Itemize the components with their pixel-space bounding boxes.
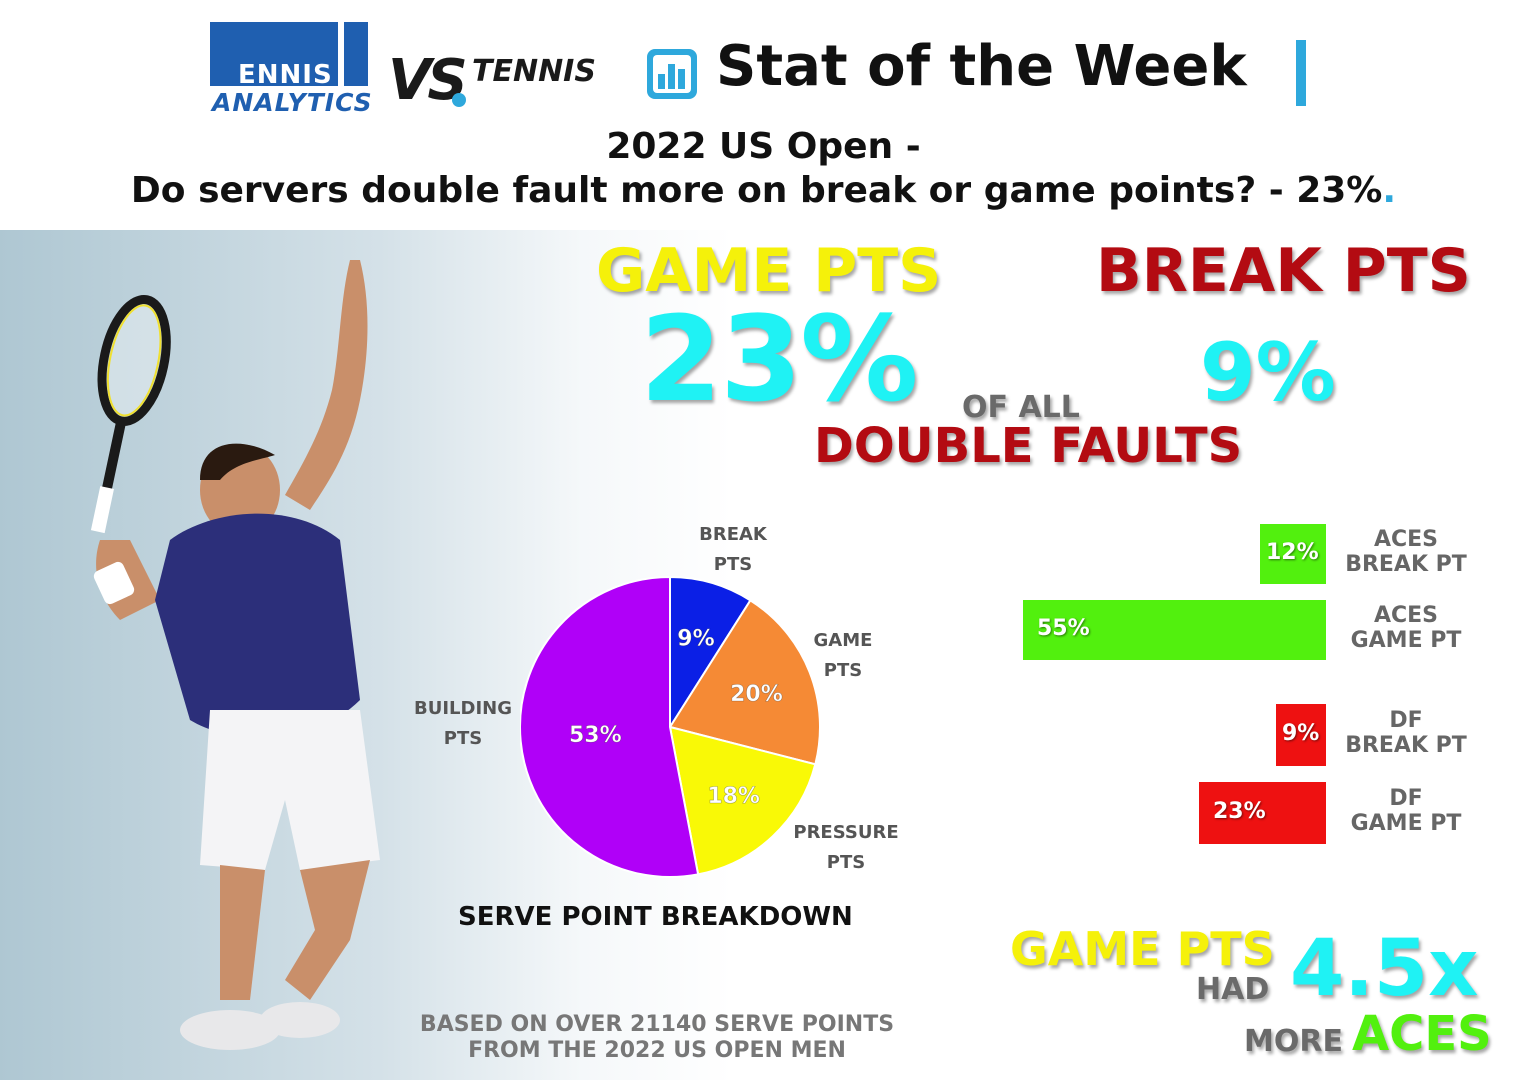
tennis-player-image bbox=[90, 260, 380, 1050]
bar-df-break-pt bbox=[1276, 704, 1326, 766]
summary-aces: ACES bbox=[1352, 1006, 1492, 1062]
logo-vs-tennis-text: TENNIS bbox=[472, 54, 596, 89]
bar-label-0: ACES BREAK PT bbox=[1345, 527, 1467, 577]
pie-chart-title: SERVE POINT BREAKDOWN bbox=[458, 902, 853, 932]
summary-game-pts: GAME PTS bbox=[1010, 922, 1275, 976]
pie-label-building-pts: BUILDING PTS bbox=[414, 698, 512, 749]
pie-value-game-pts: 20% bbox=[730, 682, 783, 707]
game-pts-percentage: 23% bbox=[640, 290, 918, 428]
bar-value-2: 9% bbox=[1282, 721, 1320, 746]
page-title: Stat of the Week bbox=[716, 34, 1247, 99]
bar-aces-break-pt bbox=[1260, 524, 1326, 584]
game-pts-heading: GAME PTS bbox=[596, 236, 942, 306]
break-pts-heading: BREAK PTS bbox=[1096, 236, 1471, 306]
pie-slice-building-pts bbox=[520, 575, 700, 878]
pie-slice-game-pts bbox=[668, 598, 821, 766]
bar-df-game-pt bbox=[1199, 782, 1326, 844]
pie-slice-break-pts bbox=[669, 575, 752, 731]
pie-value-break-pts: 9% bbox=[677, 627, 714, 652]
pie-label-break-pts: BREAK PTS bbox=[699, 524, 767, 575]
of-all-label: OF ALL bbox=[962, 390, 1080, 425]
title-accent-bar bbox=[1296, 40, 1306, 106]
serve-point-pie-chart: 9% 20% 18% 53% bbox=[520, 575, 821, 878]
logo-analytics-text: ANALYTICS bbox=[212, 88, 373, 117]
summary-multiplier: 4.5x bbox=[1290, 924, 1479, 1014]
headline-line1: 2022 US Open - bbox=[606, 126, 921, 167]
summary-had: HAD bbox=[1196, 972, 1270, 1007]
footnote-line2: FROM THE 2022 US OPEN MEN bbox=[468, 1038, 846, 1063]
tennis-analytics-logo: ENNIS ANALYTICS bbox=[210, 22, 372, 117]
footnote-line1: BASED ON OVER 21140 SERVE POINTS bbox=[419, 1012, 895, 1037]
headline-line2: Do servers double fault more on break or… bbox=[130, 170, 1397, 211]
bar-aces-game-pt bbox=[1023, 600, 1326, 660]
bar-value-3: 23% bbox=[1213, 799, 1266, 824]
pie-value-building-pts: 53% bbox=[569, 723, 622, 748]
bar-value-0: 12% bbox=[1266, 540, 1319, 565]
bar-label-3: DF GAME PT bbox=[1350, 786, 1462, 836]
double-faults-label: DOUBLE FAULTS bbox=[814, 418, 1243, 474]
pie-value-pressure-pts: 18% bbox=[707, 784, 760, 809]
logo-tennis-text: ENNIS bbox=[238, 60, 333, 90]
pie-slice-pressure-pts bbox=[668, 725, 817, 876]
bar-label-1: ACES GAME PT bbox=[1350, 603, 1462, 653]
break-pts-percentage: 9% bbox=[1200, 326, 1336, 419]
summary-more: MORE bbox=[1244, 1024, 1343, 1059]
vs-tennis-logo: VS TENNIS bbox=[388, 48, 598, 118]
pie-label-pressure-pts: PRESSURE PTS bbox=[793, 822, 899, 873]
pie-label-game-pts: GAME PTS bbox=[813, 630, 873, 681]
bar-chart-icon bbox=[647, 49, 697, 99]
bar-value-1: 55% bbox=[1037, 616, 1090, 641]
bar-label-2: DF BREAK PT bbox=[1345, 708, 1467, 758]
